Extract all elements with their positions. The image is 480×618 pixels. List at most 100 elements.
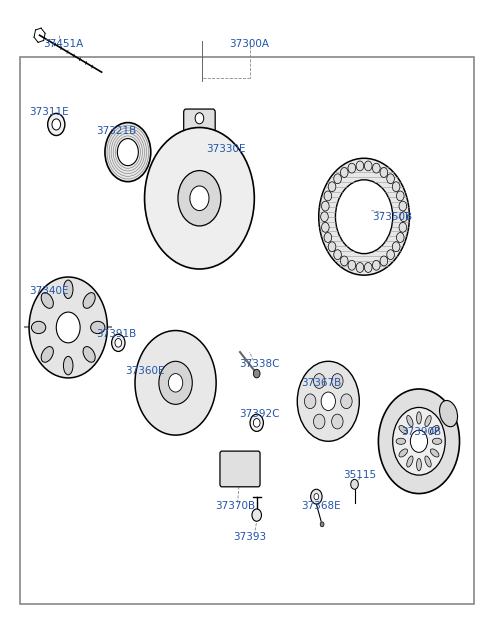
Circle shape — [117, 138, 138, 166]
Circle shape — [178, 171, 221, 226]
Ellipse shape — [417, 412, 421, 424]
Text: 37391B: 37391B — [96, 329, 136, 339]
Circle shape — [399, 201, 407, 211]
Ellipse shape — [440, 400, 457, 426]
Circle shape — [319, 158, 409, 275]
Circle shape — [334, 250, 341, 260]
Circle shape — [364, 263, 372, 273]
Text: 37300A: 37300A — [229, 40, 270, 49]
Circle shape — [105, 122, 151, 182]
Circle shape — [320, 522, 324, 527]
Ellipse shape — [431, 426, 439, 434]
Circle shape — [322, 222, 329, 232]
Circle shape — [372, 163, 380, 173]
Text: 37340E: 37340E — [29, 286, 69, 295]
Text: 37370B: 37370B — [215, 501, 255, 511]
Circle shape — [313, 414, 325, 429]
Bar — [21, 57, 474, 604]
Ellipse shape — [63, 357, 73, 375]
Circle shape — [48, 113, 65, 135]
Circle shape — [348, 260, 356, 270]
Circle shape — [356, 263, 364, 273]
FancyBboxPatch shape — [184, 109, 215, 133]
Circle shape — [340, 256, 348, 266]
Ellipse shape — [407, 456, 413, 467]
Ellipse shape — [399, 449, 408, 457]
Ellipse shape — [41, 347, 53, 362]
Ellipse shape — [83, 293, 95, 308]
Circle shape — [336, 180, 393, 253]
Circle shape — [324, 232, 332, 242]
Circle shape — [112, 334, 125, 352]
Text: 37392C: 37392C — [239, 408, 279, 418]
Circle shape — [324, 191, 332, 201]
Ellipse shape — [63, 280, 73, 298]
Ellipse shape — [425, 456, 431, 467]
Text: 37393: 37393 — [233, 531, 266, 541]
Ellipse shape — [83, 347, 95, 362]
Circle shape — [332, 374, 343, 389]
Circle shape — [52, 119, 60, 130]
Circle shape — [195, 112, 204, 124]
Text: 37311E: 37311E — [29, 107, 69, 117]
Circle shape — [399, 222, 407, 232]
Circle shape — [190, 186, 209, 211]
Text: 37330E: 37330E — [206, 144, 245, 154]
Circle shape — [400, 212, 408, 222]
Circle shape — [341, 394, 352, 408]
Bar — [231, 462, 249, 476]
Circle shape — [396, 191, 404, 201]
Text: 37451A: 37451A — [43, 40, 84, 49]
Circle shape — [378, 389, 459, 494]
Circle shape — [392, 242, 400, 252]
Circle shape — [380, 167, 388, 177]
Ellipse shape — [399, 426, 408, 434]
Circle shape — [380, 256, 388, 266]
Circle shape — [332, 414, 343, 429]
Ellipse shape — [396, 438, 406, 444]
Text: 37368E: 37368E — [301, 501, 341, 511]
Ellipse shape — [91, 321, 105, 334]
Circle shape — [297, 362, 360, 441]
Circle shape — [115, 339, 121, 347]
Circle shape — [387, 250, 395, 260]
Circle shape — [351, 480, 359, 489]
Circle shape — [387, 174, 395, 184]
Text: 37350B: 37350B — [372, 212, 413, 222]
Ellipse shape — [417, 459, 421, 471]
Circle shape — [159, 362, 192, 404]
Ellipse shape — [432, 438, 442, 444]
Circle shape — [56, 312, 80, 343]
Circle shape — [252, 509, 262, 521]
Circle shape — [253, 370, 260, 378]
Text: 37321B: 37321B — [96, 125, 136, 135]
Circle shape — [322, 201, 329, 211]
Text: 37360E: 37360E — [125, 365, 164, 376]
Circle shape — [372, 260, 380, 270]
Circle shape — [410, 430, 428, 452]
Circle shape — [29, 277, 108, 378]
Text: 37390B: 37390B — [401, 427, 442, 437]
Ellipse shape — [32, 321, 46, 334]
Text: 35115: 35115 — [343, 470, 376, 480]
Circle shape — [396, 232, 404, 242]
Ellipse shape — [41, 293, 53, 308]
Circle shape — [304, 394, 316, 408]
Circle shape — [356, 161, 364, 171]
Circle shape — [392, 182, 400, 192]
Text: 37367B: 37367B — [301, 378, 341, 388]
Circle shape — [334, 174, 341, 184]
Circle shape — [328, 242, 336, 252]
Circle shape — [321, 212, 328, 222]
Circle shape — [393, 407, 445, 475]
Circle shape — [364, 161, 372, 171]
Circle shape — [340, 167, 348, 177]
Circle shape — [135, 331, 216, 435]
Text: 37338C: 37338C — [239, 360, 279, 370]
Ellipse shape — [425, 415, 431, 426]
FancyBboxPatch shape — [220, 451, 260, 487]
Circle shape — [168, 374, 183, 392]
Circle shape — [253, 418, 260, 427]
Circle shape — [144, 127, 254, 269]
Ellipse shape — [431, 449, 439, 457]
